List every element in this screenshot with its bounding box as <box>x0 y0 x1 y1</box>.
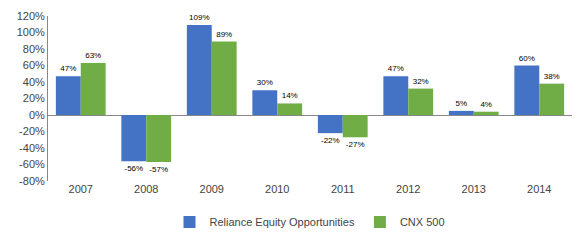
svg-text:2010: 2010 <box>265 183 289 195</box>
svg-text:32%: 32% <box>413 77 429 86</box>
svg-text:60%: 60% <box>519 54 535 63</box>
svg-text:2014: 2014 <box>527 183 551 195</box>
svg-text:63%: 63% <box>85 51 101 60</box>
svg-text:100%: 100% <box>17 26 45 38</box>
svg-text:14%: 14% <box>282 91 298 100</box>
svg-text:89%: 89% <box>216 30 232 39</box>
svg-text:5%: 5% <box>456 99 468 108</box>
svg-text:-20%: -20% <box>19 125 45 137</box>
svg-text:2013: 2013 <box>462 183 486 195</box>
svg-text:-57%: -57% <box>149 165 168 174</box>
svg-text:-56%: -56% <box>124 164 143 173</box>
svg-text:4%: 4% <box>480 100 492 109</box>
svg-text:47%: 47% <box>60 64 76 73</box>
svg-text:2009: 2009 <box>200 183 224 195</box>
svg-text:60%: 60% <box>23 59 45 71</box>
svg-text:2011: 2011 <box>331 183 355 195</box>
svg-text:-80%: -80% <box>19 175 45 187</box>
svg-text:30%: 30% <box>257 78 273 87</box>
svg-text:-40%: -40% <box>19 142 45 154</box>
svg-text:2012: 2012 <box>396 183 420 195</box>
svg-text:20%: 20% <box>23 92 45 104</box>
svg-text:-60%: -60% <box>19 158 45 170</box>
svg-text:40%: 40% <box>23 76 45 88</box>
svg-text:-22%: -22% <box>321 136 340 145</box>
svg-text:-27%: -27% <box>346 140 365 149</box>
svg-text:38%: 38% <box>544 72 560 81</box>
svg-text:0%: 0% <box>29 109 45 121</box>
svg-text:2007: 2007 <box>69 183 93 195</box>
svg-text:120%: 120% <box>17 10 45 22</box>
svg-text:109%: 109% <box>189 13 209 22</box>
svg-text:2008: 2008 <box>134 183 158 195</box>
svg-text:47%: 47% <box>388 64 404 73</box>
svg-text:Reliance Equity Opportunities: Reliance Equity Opportunities <box>210 216 355 228</box>
svg-text:80%: 80% <box>23 43 45 55</box>
svg-text:CNX 500: CNX 500 <box>400 216 445 228</box>
